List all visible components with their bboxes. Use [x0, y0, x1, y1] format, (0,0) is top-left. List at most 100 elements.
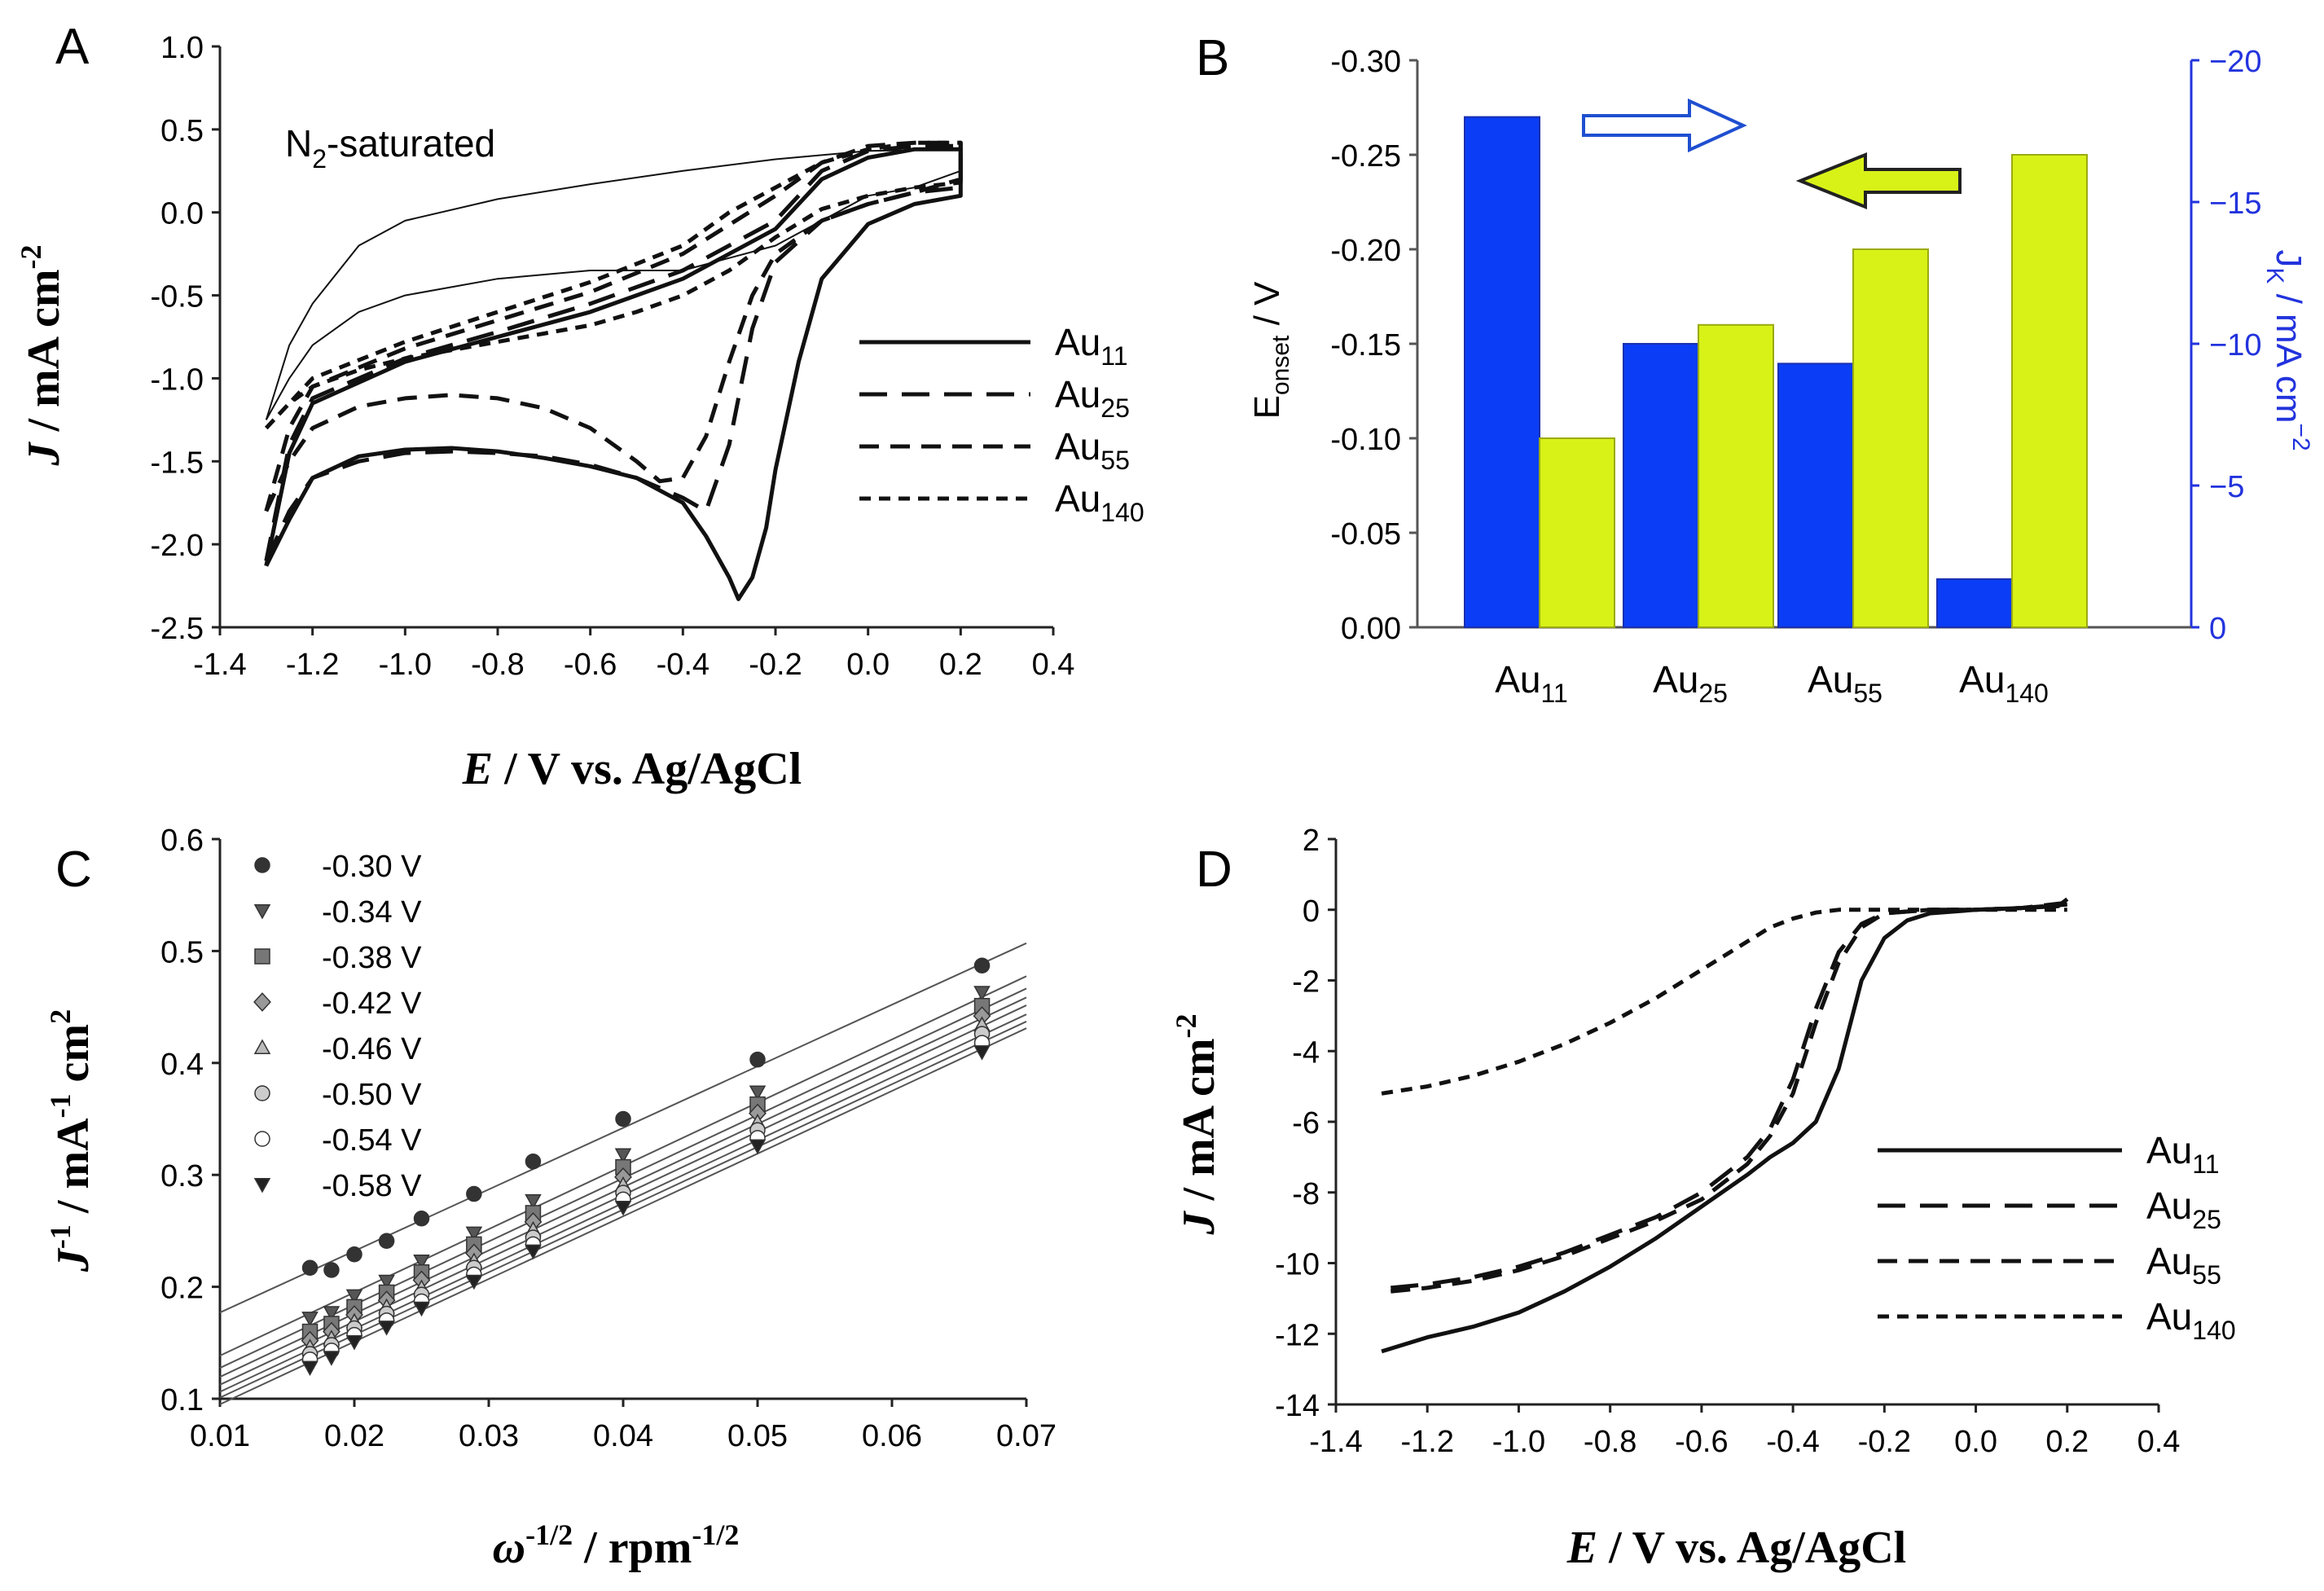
data-point [413, 1255, 430, 1270]
legend-label: -0.58 V [322, 1169, 422, 1203]
legend-label: Au25 [1055, 373, 1130, 423]
x-category-label: Au11 [1495, 658, 1567, 708]
data-point [525, 1153, 542, 1170]
x-tick-label: -0.2 [749, 648, 802, 682]
x-tick-label: -0.4 [1766, 1425, 1819, 1459]
data-point [346, 1246, 362, 1263]
x-tick-label: 0.0 [1954, 1425, 1997, 1459]
legend-label: Au11 [1055, 321, 1127, 371]
y-tick-label-left: -0.20 [1330, 234, 1401, 268]
xlabel-italic: E [462, 744, 493, 794]
legend-label: Au25 [2146, 1184, 2221, 1234]
xlabel-sup1: -1/2 [525, 1518, 573, 1551]
panel-b: B 0.00 -0.05 -0.10 -0.15 -0.20 -0.25 -0.30 0 −5 −… [1196, 30, 2314, 708]
y-tick-label-left: 0.00 [1341, 612, 1401, 646]
y-tick-label-left: -0.05 [1330, 517, 1401, 552]
legend-label-sub: 11 [2192, 1149, 2219, 1179]
ylabel-right-main: J [2269, 249, 2309, 267]
y-tick-label: 0.2 [160, 1272, 204, 1306]
y-tick-label: -1.0 [151, 363, 204, 397]
y-tick-label-left: -0.30 [1330, 45, 1401, 79]
ylabel-sup1: -1 [44, 1224, 77, 1249]
data-point [413, 1211, 430, 1227]
x-tick-label: -0.8 [471, 648, 524, 682]
data-point [614, 1201, 632, 1216]
legend-label-sub: 25 [2192, 1205, 2221, 1234]
x-tick-label: -0.2 [1858, 1425, 1911, 1459]
panel-c: C 0.1 0.2 0.3 0.4 0.5 0.6 0.01 0.02 0.03 0.04 0.05… [44, 824, 1057, 1573]
panel-b-plot: 0.00 -0.05 -0.10 -0.15 -0.20 -0.25 -0.30 0 −5 −10… [1330, 45, 2261, 708]
ylabel-rest: / mA cm [19, 269, 69, 442]
legend-label-sub: 55 [2192, 1260, 2221, 1290]
legend-label: Au55 [1055, 425, 1130, 475]
xlabel-rest: / V vs. Ag/AgCl [1597, 1523, 1906, 1573]
y-tick-label-right: −20 [2209, 45, 2261, 79]
bar-jk [1777, 363, 1854, 628]
right-arrow-icon [1582, 98, 1747, 153]
data-point [615, 1110, 631, 1127]
category-sub: 11 [1541, 679, 1568, 708]
data-point [614, 1148, 632, 1164]
bar-eonset [1698, 323, 1774, 628]
y-tick-label: 0.6 [160, 824, 204, 858]
data-point [973, 1045, 991, 1061]
legend-label: Au55 [2146, 1240, 2221, 1290]
data-point [465, 1274, 483, 1290]
category-sub: 140 [2005, 679, 2048, 708]
category-sub: 55 [1853, 679, 1882, 708]
legend-label-sub: 11 [1100, 341, 1127, 371]
legend-label: -0.54 V [322, 1123, 422, 1158]
x-tick-label: 0.4 [1032, 648, 1075, 682]
legend-label: -0.30 V [322, 850, 422, 884]
x-tick-label: 0.05 [727, 1419, 788, 1453]
data-point [323, 1262, 340, 1278]
x-tick-label: -1.2 [1400, 1425, 1453, 1459]
legend-label: Au140 [2146, 1295, 2236, 1345]
y-tick-label: -2.5 [151, 612, 204, 646]
data-point [378, 1274, 395, 1290]
data-point [345, 1334, 363, 1351]
legend-marker [254, 1131, 270, 1147]
ylabel-left-main: E [1247, 395, 1287, 419]
ylabel-rest2: cm [48, 1024, 99, 1094]
y-tick-label-right: −15 [2209, 187, 2261, 221]
panel-a-ylabel: J / mA cm-2 [15, 244, 69, 466]
x-tick-label: -1.4 [193, 648, 246, 682]
ylabel-sup2: -1 [44, 1093, 77, 1118]
legend-marker [253, 1039, 271, 1054]
y-tick-label: 0.5 [160, 114, 204, 148]
panel-b-ylabel-right: JK / mA cm−2 [2261, 249, 2314, 450]
bar-jk [1936, 578, 2013, 629]
xlabel-italic: ω [493, 1523, 526, 1573]
y-tick-label-right: −10 [2209, 328, 2261, 363]
x-tick-label: -0.8 [1584, 1425, 1636, 1459]
legend-label-main: Au [2146, 1240, 2192, 1282]
ylabel-right-sub: K [2261, 267, 2288, 283]
series-line-au140 [264, 140, 963, 430]
data-point [466, 1185, 482, 1202]
y-tick-label: 0.4 [160, 1048, 204, 1082]
legend-label-sub: 140 [2192, 1316, 2235, 1345]
panel-a-xlabel: E / V vs. Ag/AgCl [462, 744, 802, 794]
ylabel-italic: J [48, 1247, 99, 1272]
x-tick-label: -1.4 [1309, 1425, 1362, 1459]
data-point [973, 957, 991, 974]
panel-b-label: B [1196, 30, 1229, 86]
panel-a: A -2.5-2.0-1.5-1.0-0.50.00.51.0-1.4 -1.2-… [15, 19, 1144, 794]
data-point [301, 1259, 319, 1276]
data-point [301, 1312, 319, 1327]
ylabel-sup3: 2 [44, 1009, 77, 1024]
panel-c-legend: -0.30 V -0.34 V -0.38 V -0.42 V -0.46 V -0.50… [253, 850, 422, 1203]
series-line-au25 [264, 143, 963, 562]
x-tick-label: 0.03 [459, 1419, 519, 1453]
x-category-label: Au25 [1653, 658, 1728, 708]
bar-jk [1623, 343, 1699, 628]
x-tick-label: -0.6 [1675, 1425, 1728, 1459]
legend-marker [254, 948, 270, 965]
data-point [378, 1321, 395, 1336]
annotation-sub: 2 [312, 144, 327, 174]
panel-d-xlabel: E / V vs. Ag/AgCl [1566, 1523, 1906, 1573]
legend-label-sub: 140 [1100, 498, 1144, 527]
left-arrow-icon [1795, 152, 1962, 209]
legend-label: Au11 [2146, 1129, 2219, 1179]
